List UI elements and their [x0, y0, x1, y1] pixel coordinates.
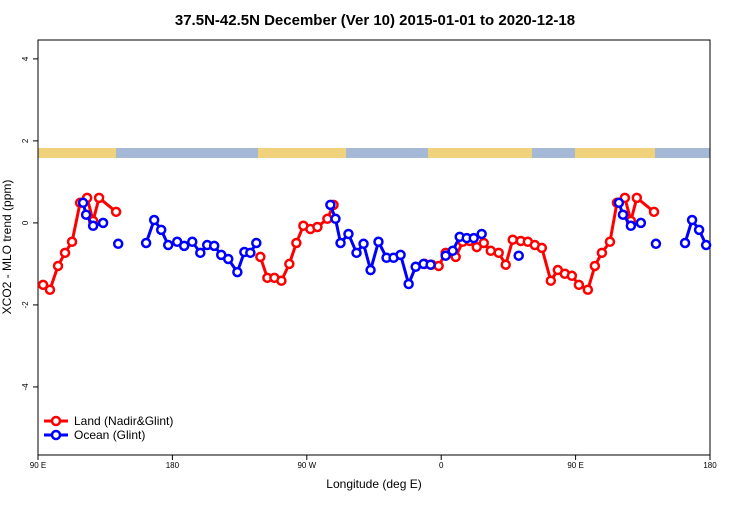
data-point [178, 240, 190, 252]
data-point [513, 250, 524, 261]
data-point [93, 192, 105, 204]
data-point [476, 228, 487, 240]
data-point [365, 264, 376, 276]
y-tick-label: 2 [21, 138, 30, 143]
data-point [693, 224, 705, 236]
data-point [37, 279, 49, 291]
x-tick-label: 90 W [297, 461, 316, 470]
data-point [566, 270, 578, 282]
data-point [97, 217, 109, 229]
data-point [582, 284, 594, 295]
data-point [330, 213, 341, 225]
data-point [276, 275, 287, 286]
data-point [66, 236, 78, 248]
data-point [223, 253, 234, 265]
x-axis-label: Longitude (deg E) [326, 477, 421, 491]
data-point [162, 239, 174, 251]
data-point [44, 284, 56, 295]
legend-marker [50, 429, 62, 441]
data-point [251, 237, 262, 249]
data-point [87, 220, 99, 232]
data-point [291, 237, 302, 249]
data-point [373, 236, 384, 248]
data-point [604, 236, 616, 248]
data-point [613, 197, 625, 209]
y-axis-label: XCO2 - MLO trend (ppm) [0, 180, 14, 315]
data-point [596, 247, 608, 259]
data-point [351, 247, 362, 259]
data-point [589, 260, 601, 272]
y-tick-label: -2 [21, 301, 30, 309]
data-point [187, 236, 198, 248]
data-point [648, 206, 660, 218]
land-strip [575, 148, 655, 158]
data-point [155, 224, 167, 236]
y-tick-label: 4 [21, 56, 30, 61]
data-point [545, 275, 557, 286]
data-point [245, 247, 256, 259]
series-line [42, 195, 118, 293]
map-strip [38, 148, 710, 158]
data-point [700, 239, 712, 251]
x-tick-label: 0 [439, 461, 444, 470]
series-line [683, 216, 708, 246]
data-point [80, 209, 92, 220]
land-strip [38, 148, 116, 158]
data-point [493, 247, 504, 259]
data-point [358, 238, 369, 250]
data-point [573, 279, 585, 291]
data-point [322, 213, 333, 225]
data-point [77, 197, 89, 209]
data-point [232, 266, 243, 278]
legend-label: Ocean (Glint) [74, 428, 145, 442]
y-tick-label: -4 [21, 383, 30, 391]
data-point [140, 237, 152, 249]
data-point [325, 199, 336, 211]
data-point [52, 260, 64, 272]
data-point [112, 238, 124, 250]
data-point [507, 234, 518, 245]
data-point [343, 228, 354, 240]
data-point [679, 237, 691, 249]
data-point [148, 214, 160, 226]
y-tick-label: 0 [21, 220, 30, 225]
x-tick-label: 90 E [567, 461, 583, 470]
land-strip [428, 148, 532, 158]
legend-marker [50, 415, 62, 427]
ocean-strip [38, 148, 710, 158]
data-point [110, 206, 122, 218]
legend-label: Land (Nadir&Glint) [74, 414, 173, 428]
data-point [335, 237, 346, 249]
data-point [447, 245, 458, 257]
data-point [500, 259, 511, 270]
data-point [650, 238, 662, 250]
data-point [425, 259, 436, 270]
x-tick-label: 180 [703, 461, 717, 470]
data-point [284, 258, 295, 270]
data-point [433, 260, 444, 272]
land-strip [258, 148, 346, 158]
data-point [403, 278, 414, 290]
data-point [468, 232, 480, 244]
data-point [536, 242, 548, 254]
data-point [195, 247, 206, 259]
data-point [625, 220, 637, 232]
x-tick-label: 180 [166, 461, 180, 470]
data-point [631, 192, 643, 204]
chart-title: 37.5N-42.5N December (Ver 10) 2015-01-01… [175, 12, 575, 29]
data-point [59, 247, 71, 259]
data-point [208, 240, 220, 252]
data-point [440, 250, 451, 261]
x-tick-label: 90 E [30, 461, 46, 470]
data-point [395, 249, 406, 261]
data-point [635, 217, 647, 229]
data-point [686, 214, 698, 226]
data-point [312, 221, 323, 233]
data-point [255, 251, 266, 263]
data-point [478, 237, 490, 249]
data-point [617, 209, 629, 220]
